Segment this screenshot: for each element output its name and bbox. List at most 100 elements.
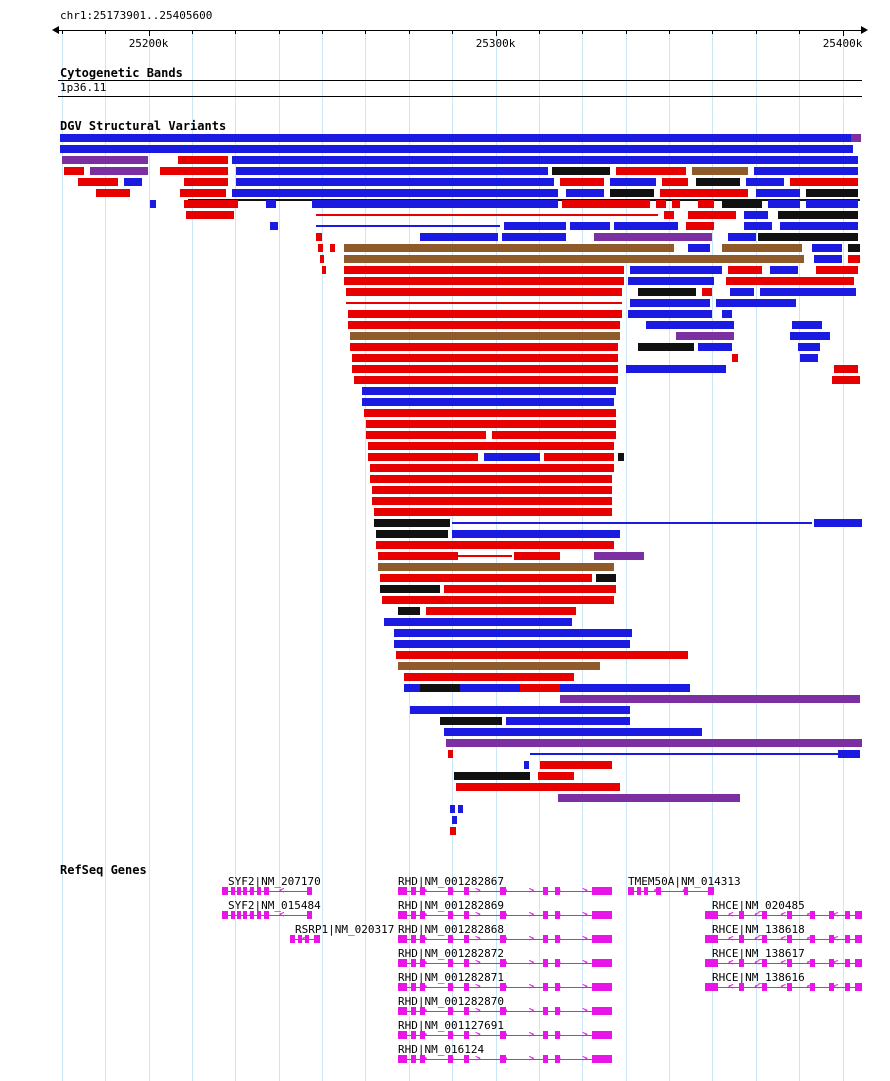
gene-exon[interactable] [708, 887, 714, 895]
variant-bar[interactable] [780, 222, 858, 230]
variant-bar[interactable] [558, 794, 740, 802]
variant-bar[interactable] [798, 343, 820, 351]
variant-bar[interactable] [362, 398, 614, 406]
gene-exon[interactable] [592, 887, 612, 895]
gene-exon[interactable] [829, 959, 834, 967]
variant-bar[interactable] [62, 156, 148, 164]
gene-exon[interactable] [787, 983, 792, 991]
gene-exon[interactable] [500, 1007, 506, 1015]
gene-exon[interactable] [555, 983, 560, 991]
gene-exon[interactable] [411, 959, 416, 967]
variant-bar[interactable] [758, 233, 858, 241]
variant-bar[interactable] [676, 332, 734, 340]
variant-bar[interactable] [770, 266, 798, 274]
variant-bar[interactable] [596, 574, 616, 582]
gene-exon[interactable] [543, 983, 548, 991]
variant-bar[interactable] [346, 302, 622, 304]
variant-bar[interactable] [790, 332, 830, 340]
gene-exon[interactable] [464, 887, 469, 895]
gene-exon[interactable] [448, 911, 453, 919]
variant-bar[interactable] [760, 288, 856, 296]
gene-exon[interactable] [762, 983, 767, 991]
variant-bar[interactable] [344, 244, 674, 252]
gene-exon[interactable] [500, 959, 506, 967]
variant-bar[interactable] [484, 453, 540, 461]
gene-exon[interactable] [543, 911, 548, 919]
variant-bar[interactable] [370, 464, 614, 472]
variant-bar[interactable] [344, 277, 624, 285]
variant-bar[interactable] [562, 200, 650, 208]
variant-bar[interactable] [594, 233, 712, 241]
variant-bar[interactable] [688, 244, 710, 252]
variant-bar[interactable] [320, 255, 324, 263]
variant-bar[interactable] [404, 673, 574, 681]
variant-bar[interactable] [370, 475, 612, 483]
gene-exon[interactable] [464, 959, 469, 967]
variant-bar[interactable] [638, 343, 694, 351]
gene-exon[interactable] [264, 887, 269, 895]
gene-exon[interactable] [398, 983, 407, 991]
variant-bar[interactable] [646, 321, 734, 329]
gene-exon[interactable] [420, 983, 425, 991]
gene-exon[interactable] [592, 959, 612, 967]
gene-exon[interactable] [257, 887, 261, 895]
gene-exon[interactable] [250, 911, 254, 919]
variant-bar[interactable] [394, 629, 632, 637]
variant-bar[interactable] [362, 387, 616, 395]
gene-exon[interactable] [739, 911, 744, 919]
gene-exon[interactable] [705, 983, 718, 991]
gene-exon[interactable] [307, 911, 312, 919]
variant-bar[interactable] [730, 288, 754, 296]
variant-bar[interactable] [504, 222, 566, 230]
variant-bar[interactable] [502, 233, 566, 241]
variant-bar[interactable] [778, 211, 858, 219]
gene-exon[interactable] [398, 959, 407, 967]
variant-bar[interactable] [812, 244, 842, 252]
gene-exon[interactable] [543, 887, 548, 895]
variant-bar[interactable] [404, 684, 420, 692]
gene-exon[interactable] [845, 911, 850, 919]
gene-exon[interactable] [628, 887, 634, 895]
gene-exon[interactable] [855, 983, 862, 991]
variant-bar[interactable] [506, 717, 630, 725]
variant-bar[interactable] [372, 497, 612, 505]
variant-bar[interactable] [722, 244, 802, 252]
variant-bar[interactable] [330, 244, 335, 252]
variant-bar[interactable] [672, 200, 680, 208]
variant-bar[interactable] [520, 684, 560, 692]
variant-bar[interactable] [806, 189, 858, 197]
gene-exon[interactable] [829, 935, 834, 943]
gene-exon[interactable] [543, 1055, 548, 1063]
variant-bar[interactable] [350, 343, 618, 351]
variant-bar[interactable] [814, 255, 842, 263]
variant-bar[interactable] [316, 233, 322, 241]
variant-bar[interactable] [560, 684, 690, 692]
variant-bar[interactable] [460, 684, 520, 692]
gene-exon[interactable] [464, 935, 469, 943]
variant-bar[interactable] [378, 552, 458, 560]
variant-bar[interactable] [368, 453, 478, 461]
gene-exon[interactable] [314, 935, 320, 943]
variant-bar[interactable] [696, 178, 740, 186]
gene-exon[interactable] [855, 935, 862, 943]
variant-bar[interactable] [728, 266, 762, 274]
variant-bar[interactable] [456, 783, 620, 791]
variant-bar[interactable] [346, 288, 622, 296]
gene-exon[interactable] [420, 1055, 425, 1063]
gene-exon[interactable] [448, 983, 453, 991]
gene-exon[interactable] [787, 911, 792, 919]
variant-bar[interactable] [662, 178, 688, 186]
variant-bar[interactable] [376, 541, 614, 549]
variant-bar[interactable] [178, 156, 228, 164]
gene-exon[interactable] [464, 1055, 469, 1063]
gene-exon[interactable] [555, 959, 560, 967]
gene-exon[interactable] [555, 1031, 560, 1039]
variant-bar[interactable] [698, 200, 714, 208]
variant-bar[interactable] [834, 365, 858, 373]
variant-bar[interactable] [566, 189, 604, 197]
gene-exon[interactable] [500, 935, 506, 943]
gene-exon[interactable] [705, 911, 718, 919]
variant-bar[interactable] [322, 266, 326, 274]
gene-exon[interactable] [464, 1031, 469, 1039]
gene-exon[interactable] [845, 983, 850, 991]
